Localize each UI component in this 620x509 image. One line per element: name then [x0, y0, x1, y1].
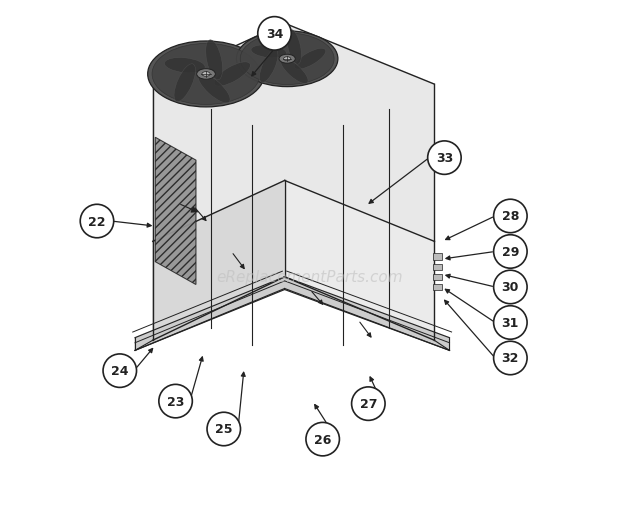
Circle shape	[258, 18, 291, 51]
Ellipse shape	[198, 74, 230, 103]
Bar	[433, 264, 443, 270]
Circle shape	[207, 412, 241, 446]
Polygon shape	[155, 138, 196, 285]
Circle shape	[494, 306, 527, 340]
Ellipse shape	[164, 59, 205, 74]
Bar	[433, 254, 443, 260]
Ellipse shape	[294, 49, 326, 70]
Ellipse shape	[214, 63, 250, 87]
Circle shape	[352, 387, 385, 420]
Ellipse shape	[236, 32, 338, 88]
Text: 34: 34	[266, 28, 283, 41]
Text: 29: 29	[502, 245, 519, 259]
Ellipse shape	[241, 34, 334, 86]
Bar	[433, 274, 443, 280]
Ellipse shape	[260, 50, 278, 83]
Text: 30: 30	[502, 281, 519, 294]
Text: 27: 27	[360, 398, 377, 410]
Polygon shape	[153, 24, 434, 242]
Polygon shape	[135, 277, 450, 351]
Text: eReplacementParts.com: eReplacementParts.com	[216, 270, 404, 285]
Circle shape	[494, 200, 527, 233]
Polygon shape	[153, 181, 285, 341]
Circle shape	[494, 271, 527, 304]
Ellipse shape	[287, 31, 301, 65]
Circle shape	[103, 354, 136, 388]
Text: 24: 24	[111, 364, 128, 377]
Ellipse shape	[251, 46, 286, 59]
Ellipse shape	[148, 42, 264, 108]
Ellipse shape	[283, 58, 291, 62]
Ellipse shape	[197, 70, 215, 80]
Text: 26: 26	[314, 433, 331, 446]
Text: 23: 23	[167, 395, 184, 408]
Ellipse shape	[280, 59, 308, 84]
Text: 28: 28	[502, 210, 519, 223]
Ellipse shape	[152, 44, 260, 105]
Text: 33: 33	[436, 152, 453, 165]
Ellipse shape	[279, 55, 295, 64]
Text: 25: 25	[215, 422, 232, 436]
Circle shape	[494, 235, 527, 269]
Circle shape	[306, 422, 339, 456]
Text: 31: 31	[502, 317, 519, 329]
Circle shape	[80, 205, 113, 238]
Circle shape	[428, 142, 461, 175]
Ellipse shape	[206, 41, 223, 81]
Ellipse shape	[202, 72, 210, 77]
Text: 32: 32	[502, 352, 519, 365]
Ellipse shape	[174, 65, 195, 102]
Polygon shape	[155, 138, 196, 285]
Circle shape	[159, 385, 192, 418]
Polygon shape	[285, 181, 434, 341]
Bar	[433, 285, 443, 291]
Text: 22: 22	[88, 215, 106, 228]
Circle shape	[494, 342, 527, 375]
